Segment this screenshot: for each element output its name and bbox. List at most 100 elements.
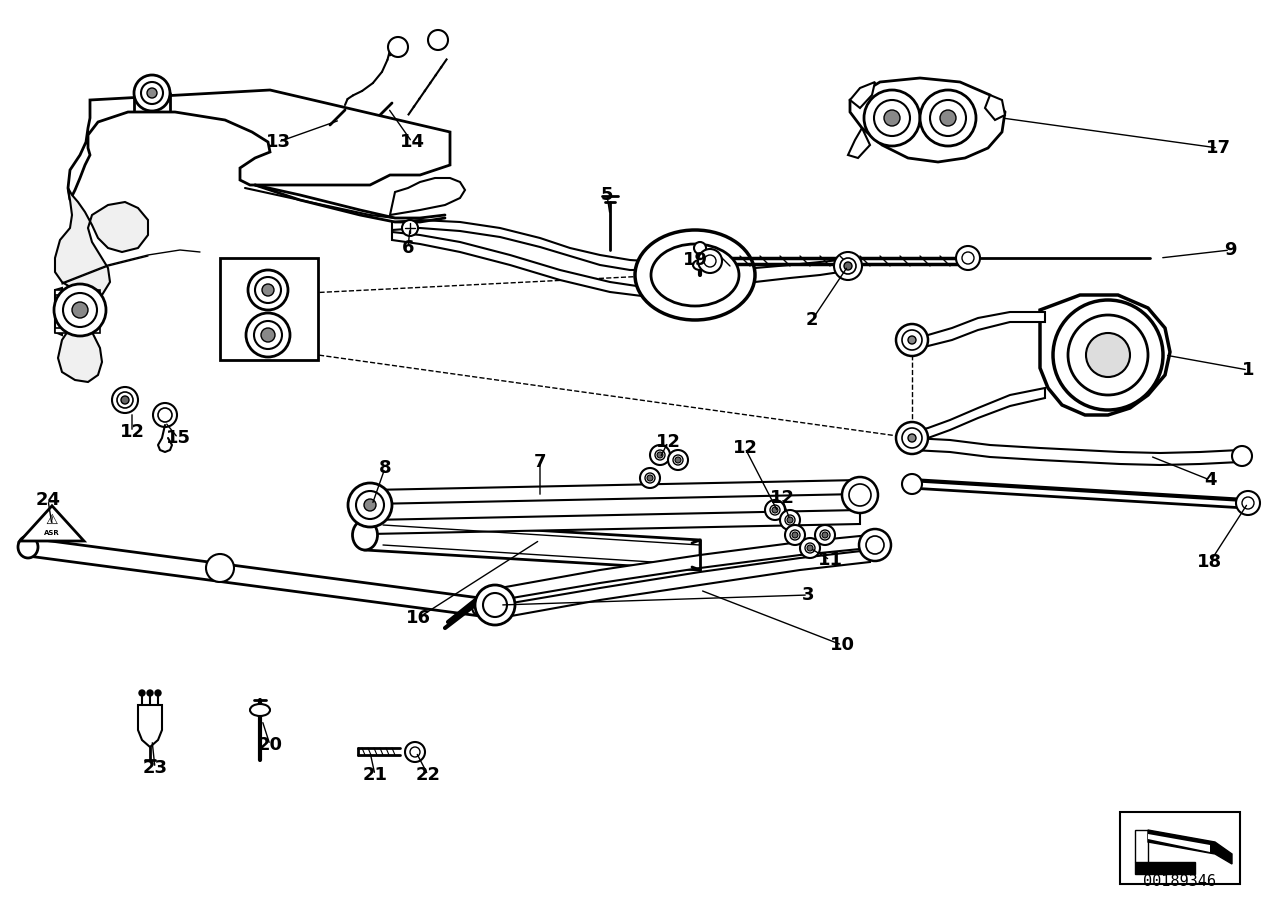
Polygon shape <box>850 78 1005 162</box>
Polygon shape <box>1039 295 1170 415</box>
Circle shape <box>404 742 425 762</box>
Circle shape <box>1068 315 1148 395</box>
Bar <box>1121 812 1240 884</box>
Ellipse shape <box>250 704 270 716</box>
Circle shape <box>705 255 716 267</box>
Polygon shape <box>848 128 869 158</box>
Circle shape <box>908 434 916 442</box>
Circle shape <box>822 532 828 538</box>
Text: 23: 23 <box>143 759 167 777</box>
Circle shape <box>770 505 781 515</box>
Circle shape <box>147 690 153 696</box>
Circle shape <box>1086 333 1130 377</box>
Text: 11: 11 <box>818 551 842 569</box>
Text: 2: 2 <box>806 311 818 329</box>
Circle shape <box>645 473 656 483</box>
Circle shape <box>940 110 956 126</box>
Circle shape <box>640 468 659 488</box>
Polygon shape <box>1148 834 1209 852</box>
Polygon shape <box>500 550 869 618</box>
Circle shape <box>849 484 871 506</box>
Text: 15: 15 <box>165 429 191 447</box>
Polygon shape <box>370 480 860 504</box>
Polygon shape <box>390 178 465 215</box>
Text: 4: 4 <box>1204 471 1216 489</box>
Circle shape <box>475 585 515 625</box>
Ellipse shape <box>18 536 39 558</box>
Circle shape <box>835 252 862 280</box>
Polygon shape <box>392 220 690 270</box>
Circle shape <box>650 445 670 465</box>
Circle shape <box>772 507 778 513</box>
Circle shape <box>956 246 980 270</box>
Circle shape <box>63 293 97 327</box>
Circle shape <box>428 30 448 50</box>
Ellipse shape <box>353 520 377 550</box>
Circle shape <box>246 313 290 357</box>
Ellipse shape <box>693 260 707 270</box>
Text: 18: 18 <box>1198 553 1222 571</box>
Circle shape <box>820 530 829 540</box>
Circle shape <box>656 450 665 460</box>
Circle shape <box>840 258 857 274</box>
Polygon shape <box>500 535 869 600</box>
Circle shape <box>792 532 799 538</box>
Text: 6: 6 <box>402 239 415 257</box>
Circle shape <box>668 450 688 470</box>
Circle shape <box>1236 491 1260 515</box>
Text: 21: 21 <box>362 766 388 784</box>
Circle shape <box>902 428 922 448</box>
Text: 19: 19 <box>683 251 707 269</box>
Circle shape <box>657 452 663 458</box>
Polygon shape <box>912 388 1045 442</box>
Text: 10: 10 <box>829 636 854 654</box>
Circle shape <box>483 593 507 617</box>
Circle shape <box>790 530 800 540</box>
Circle shape <box>864 90 920 146</box>
Circle shape <box>54 284 106 336</box>
Circle shape <box>147 88 157 98</box>
Circle shape <box>902 330 922 350</box>
Circle shape <box>1054 300 1163 410</box>
Circle shape <box>902 474 922 494</box>
Circle shape <box>800 538 820 558</box>
Polygon shape <box>985 95 1005 120</box>
Circle shape <box>140 82 164 104</box>
Polygon shape <box>55 188 148 382</box>
Circle shape <box>117 392 133 408</box>
Polygon shape <box>55 290 100 295</box>
Polygon shape <box>755 260 840 282</box>
Text: ASR: ASR <box>44 530 59 536</box>
Circle shape <box>784 515 795 525</box>
Circle shape <box>158 408 173 422</box>
Circle shape <box>787 517 793 523</box>
Polygon shape <box>1148 830 1233 864</box>
Circle shape <box>249 270 289 310</box>
Circle shape <box>781 510 800 530</box>
Circle shape <box>866 536 884 554</box>
Circle shape <box>365 499 376 511</box>
Text: 00189346: 00189346 <box>1144 875 1216 889</box>
Text: 12: 12 <box>120 423 144 441</box>
Circle shape <box>355 491 384 519</box>
Text: 14: 14 <box>399 133 425 151</box>
Circle shape <box>844 262 851 270</box>
Circle shape <box>388 37 408 57</box>
Circle shape <box>1233 446 1252 466</box>
Circle shape <box>1242 497 1255 509</box>
Polygon shape <box>55 288 62 335</box>
Text: 20: 20 <box>258 736 282 754</box>
Text: 13: 13 <box>265 133 291 151</box>
Polygon shape <box>912 438 1240 465</box>
Circle shape <box>908 336 916 344</box>
Text: 9: 9 <box>1224 241 1236 259</box>
Circle shape <box>402 220 419 236</box>
Circle shape <box>254 321 282 349</box>
Circle shape <box>784 525 805 545</box>
Text: 12: 12 <box>733 439 757 457</box>
Polygon shape <box>914 312 1045 348</box>
Polygon shape <box>1135 830 1148 862</box>
Ellipse shape <box>471 598 488 616</box>
Text: 8: 8 <box>379 459 392 477</box>
Circle shape <box>920 90 976 146</box>
